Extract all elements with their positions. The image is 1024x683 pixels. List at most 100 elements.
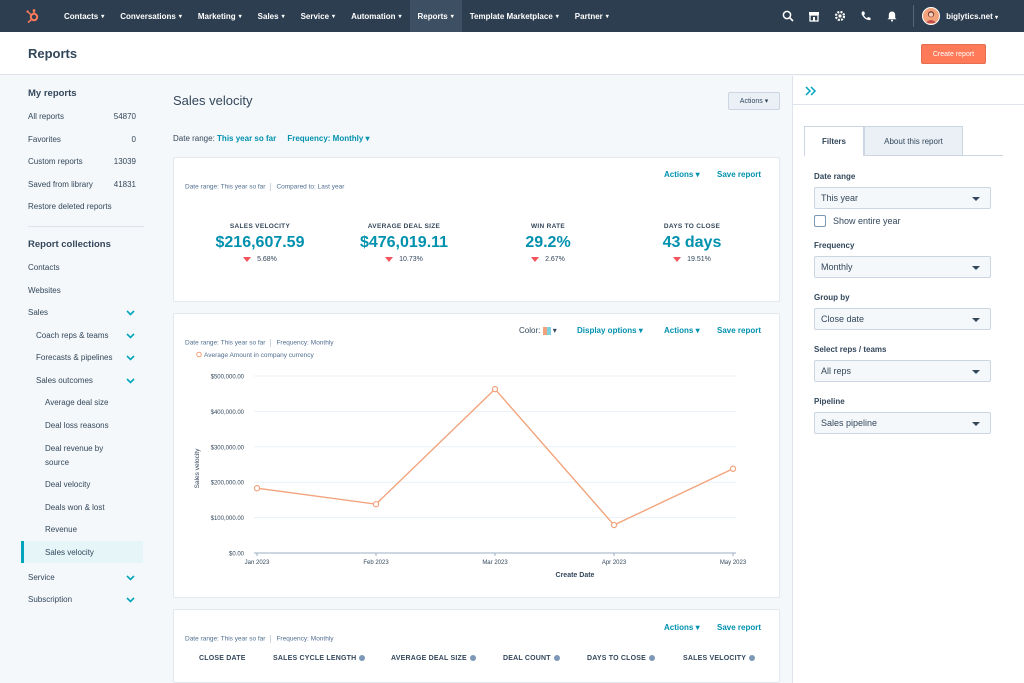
sidebar-item-deal-loss-reasons[interactable]: Deal loss reasons bbox=[45, 421, 109, 430]
sidebar-item-deal-revenue-by-source[interactable]: Deal revenue by bbox=[45, 444, 104, 453]
select-value: Monthly bbox=[821, 262, 853, 272]
sidebar-item-count: 41831 bbox=[113, 180, 136, 189]
card2-save-report-link[interactable]: Save report bbox=[717, 326, 762, 335]
report-actions-button[interactable]: Actions ▾ bbox=[728, 92, 780, 110]
marketplace-icon[interactable] bbox=[801, 0, 827, 32]
card3-save-report-link[interactable]: Save report bbox=[717, 623, 762, 632]
column-header-sales-velocity[interactable]: SALES VELOCITY bbox=[683, 655, 756, 662]
column-header-close-date[interactable]: CLOSE DATE bbox=[199, 655, 246, 662]
nav-template-marketplace[interactable]: Template Marketplace ▾ bbox=[462, 0, 567, 32]
sidebar-item-contacts[interactable]: Contacts bbox=[28, 263, 60, 272]
nav-service[interactable]: Service ▾ bbox=[293, 0, 343, 32]
create-report-button[interactable]: Create report bbox=[921, 44, 986, 64]
sidebar-item-websites[interactable]: Websites bbox=[28, 286, 61, 295]
chevron-down-icon[interactable] bbox=[124, 376, 136, 386]
sidebar-item-saved-from-library[interactable]: Saved from library 41831 bbox=[28, 180, 136, 189]
nav-sales[interactable]: Sales ▾ bbox=[250, 0, 293, 32]
page-header: Reports Create report bbox=[0, 32, 1024, 75]
show-entire-year-label[interactable]: Show entire year bbox=[833, 216, 901, 226]
card1-save-report-link[interactable]: Save report bbox=[717, 170, 762, 179]
sidebar-item-deal-velocity[interactable]: Deal velocity bbox=[45, 480, 91, 489]
sidebar-item-forecasts[interactable]: Forecasts & pipelines bbox=[36, 353, 113, 362]
caret-down-icon bbox=[972, 370, 980, 374]
chevron-down-icon[interactable] bbox=[124, 573, 136, 583]
y-tick-label: $300,000.00 bbox=[211, 445, 245, 451]
column-header-average-deal-size[interactable]: AVERAGE DEAL SIZE bbox=[391, 655, 476, 662]
sidebar-active-highlight bbox=[21, 541, 143, 563]
chevron-down-icon[interactable] bbox=[124, 308, 136, 318]
my-reports-heading: My reports bbox=[28, 88, 77, 99]
frequency-select[interactable]: Monthly bbox=[814, 256, 991, 278]
card1-actions-link[interactable]: Actions ▾ bbox=[664, 170, 700, 179]
info-icon[interactable] bbox=[649, 655, 656, 662]
kpi-label: DAYS TO CLOSE bbox=[663, 223, 721, 230]
column-header-sales-cycle-length[interactable]: SALES CYCLE LENGTH bbox=[273, 655, 366, 662]
search-icon[interactable] bbox=[775, 0, 801, 32]
sidebar-item-revenue[interactable]: Revenue bbox=[45, 525, 78, 534]
data-point bbox=[491, 385, 499, 393]
collapse-panel-icon[interactable] bbox=[804, 84, 818, 98]
nav-marketing[interactable]: Marketing ▾ bbox=[190, 0, 250, 32]
meta-date-range: Date range: This year so far bbox=[185, 183, 266, 191]
sidebar-item-custom-reports[interactable]: Custom reports 13039 bbox=[28, 157, 136, 166]
nav-reports[interactable]: Reports ▾ bbox=[409, 0, 462, 32]
pipeline-select[interactable]: Sales pipeline bbox=[814, 412, 991, 434]
info-icon[interactable] bbox=[749, 655, 756, 662]
date-range-select[interactable]: This year bbox=[814, 187, 991, 209]
calling-icon[interactable] bbox=[853, 0, 879, 32]
sidebar-item-subscription[interactable]: Subscription bbox=[28, 595, 73, 604]
sales-velocity-line-chart: Average Amount in company currency $0.00 $… bbox=[194, 351, 747, 579]
gear-icon[interactable] bbox=[827, 0, 853, 32]
decrease-arrow-icon bbox=[243, 256, 252, 262]
chevron-down-icon: ▾ bbox=[238, 13, 242, 20]
info-icon[interactable] bbox=[469, 655, 476, 662]
sidebar-item-sales-velocity[interactable]: Sales velocity bbox=[45, 548, 94, 557]
column-header-deal-count[interactable]: DEAL COUNT bbox=[503, 655, 560, 662]
sidebar-item-coach-reps[interactable]: Coach reps & teams bbox=[36, 331, 109, 340]
chevron-down-icon[interactable] bbox=[124, 353, 136, 363]
display-options-link[interactable]: Display options ▾ bbox=[577, 326, 643, 335]
info-icon[interactable] bbox=[359, 655, 366, 662]
sidebar-item-average-deal-size[interactable]: Average deal size bbox=[45, 398, 109, 407]
group-by-label: Group by bbox=[814, 293, 850, 302]
nav-partner[interactable]: Partner ▾ bbox=[567, 0, 617, 32]
sidebar-item-deals-won-lost[interactable]: Deals won & lost bbox=[45, 503, 105, 512]
sidebar-item-all-reports[interactable]: All reports 54870 bbox=[28, 112, 136, 121]
nav-contacts[interactable]: Contacts ▾ bbox=[56, 0, 112, 32]
date-range-link[interactable]: This year so far bbox=[217, 134, 277, 143]
tab-about-this-report[interactable]: About this report bbox=[864, 126, 963, 156]
sidebar-item-sales-outcomes[interactable]: Sales outcomes bbox=[36, 376, 93, 385]
card1-meta: Date range: This year so far Compared to:… bbox=[185, 183, 344, 191]
account-menu[interactable]: biglytics.net ▾ bbox=[946, 12, 998, 21]
sidebar-item-restore-deleted[interactable]: Restore deleted reports bbox=[28, 202, 136, 211]
info-icon[interactable] bbox=[553, 655, 560, 662]
tab-filters[interactable]: Filters bbox=[804, 126, 864, 156]
nav-conversations[interactable]: Conversations ▾ bbox=[112, 0, 190, 32]
select-reps-select[interactable]: All reps bbox=[814, 360, 991, 382]
caret-down-icon bbox=[972, 422, 980, 426]
tab-underline bbox=[963, 155, 1003, 156]
group-by-select[interactable]: Close date bbox=[814, 308, 991, 330]
sidebar-item-favorites[interactable]: Favorites 0 bbox=[28, 135, 136, 144]
hubspot-logo-icon[interactable] bbox=[22, 5, 44, 27]
sidebar-item-service[interactable]: Service bbox=[28, 573, 55, 582]
column-header-days-to-close[interactable]: DAYS TO CLOSE bbox=[587, 655, 656, 662]
card2-actions-link[interactable]: Actions ▾ bbox=[664, 326, 700, 335]
chevron-down-icon[interactable] bbox=[124, 595, 136, 605]
chevron-down-icon[interactable] bbox=[124, 331, 136, 341]
kpi-label: WIN RATE bbox=[530, 223, 566, 230]
card3-actions-link[interactable]: Actions ▾ bbox=[664, 623, 700, 632]
legend-label: Average Amount in company currency bbox=[204, 352, 314, 359]
sidebar-item-label: Restore deleted reports bbox=[28, 202, 112, 211]
sidebar-item-deal-revenue-by-source-line2[interactable]: source bbox=[45, 458, 70, 467]
sidebar-item-count: 13039 bbox=[113, 157, 136, 166]
kpi-change-value: 5.68% bbox=[257, 256, 277, 263]
frequency-link[interactable]: Frequency: Monthly ▾ bbox=[287, 134, 370, 143]
sidebar-item-sales[interactable]: Sales bbox=[28, 308, 49, 317]
color-picker[interactable]: Color: ▾ bbox=[519, 326, 557, 335]
show-entire-year-checkbox[interactable] bbox=[814, 215, 826, 227]
nav-automation[interactable]: Automation ▾ bbox=[343, 0, 409, 32]
sidebar-item-count: 0 bbox=[131, 135, 136, 144]
avatar[interactable] bbox=[922, 7, 941, 25]
notifications-bell-icon[interactable] bbox=[879, 0, 905, 32]
